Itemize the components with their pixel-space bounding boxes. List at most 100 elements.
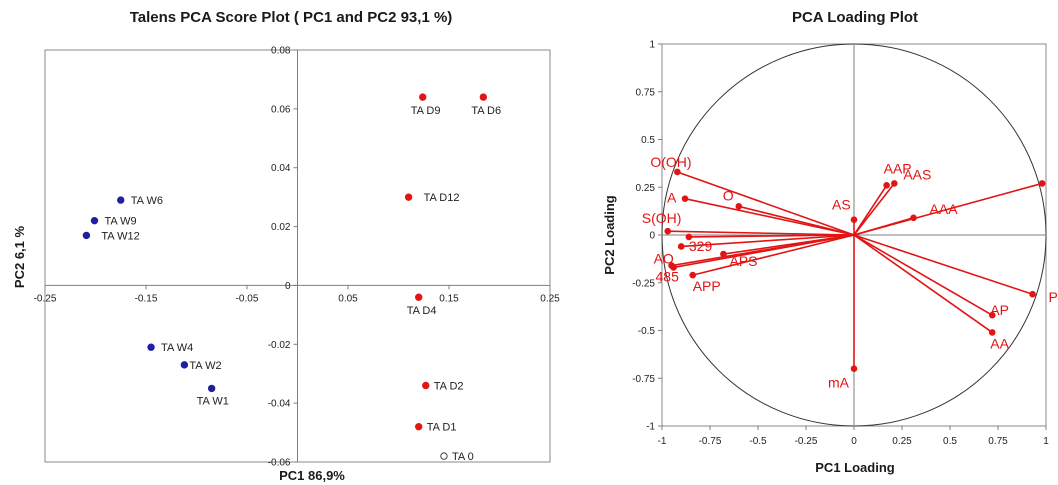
score-point (117, 196, 125, 204)
loading-vector (673, 234, 855, 269)
loading-vector (738, 205, 855, 236)
score-plot-title: Talens PCA Score Plot ( PC1 and PC2 93,1… (130, 9, 453, 26)
score-plot-y-tick-label: 0.08 (271, 46, 291, 57)
loading-point (735, 203, 743, 210)
score-point (479, 93, 488, 101)
score-plot-ticks: -0.25 -0.15 -0.05 0.05 0.15 0.25 -0.06 -0.04 -0.… (34, 46, 561, 469)
loading-plot-y-tick-label: 1 (649, 40, 655, 51)
loading-plot-x-tick-label: 0 (851, 436, 857, 447)
loading-point (891, 180, 898, 187)
loading-vector (692, 234, 855, 276)
score-point-label: TA W2 (189, 360, 221, 372)
score-plot-x-tick-label: 0.25 (540, 293, 560, 304)
score-plot-x-tick-label: -0.25 (34, 293, 57, 304)
score-plot-y-tick-label: -0.06 (268, 458, 291, 469)
loading-plot-y-tick-label: -0.5 (638, 326, 656, 337)
loading-point-label: O(OH) (650, 154, 691, 170)
score-point-label: TA D2 (434, 380, 464, 392)
score-point (422, 381, 430, 390)
score-plot-y-tick-label: 0.06 (271, 104, 291, 115)
score-plot: Talens PCA Score Plot ( PC1 and PC2 93,1… (12, 9, 560, 483)
score-point (404, 193, 413, 201)
loading-point-label: AAP (884, 160, 912, 176)
loading-plot-y-tick-label: -1 (646, 422, 655, 433)
loading-plot-y-tick-label: -0.25 (632, 278, 655, 289)
loading-point (681, 195, 689, 203)
loading-point-label: AS (832, 197, 851, 213)
loading-point-label: APS (729, 253, 757, 269)
score-plot-x-tick-label: -0.05 (236, 293, 259, 304)
loading-plot-y-tick-label: 0 (649, 231, 655, 242)
loading-point-label: AAA (930, 201, 959, 217)
score-point (419, 93, 427, 101)
score-point-label: TA D12 (424, 192, 460, 204)
loading-point-label: P (1049, 289, 1058, 305)
score-plot-x-axis-label: PC1 86,9% (279, 468, 345, 483)
loading-point (850, 365, 858, 373)
loading-point (850, 216, 858, 224)
loading-point (988, 311, 996, 319)
score-plot-x-tick-label: 0.15 (439, 293, 459, 304)
score-plot-y-tick-label: 0 (285, 281, 291, 292)
loading-point-label: mA (828, 375, 850, 391)
score-point (82, 231, 91, 240)
loading-plot-x-tick-label: 0.75 (988, 436, 1008, 447)
loading-point (664, 227, 672, 235)
loading-vector (677, 171, 855, 236)
score-plot-x-tick-label: 0.05 (338, 293, 358, 304)
loading-plot-y-tick-label: -0.75 (632, 374, 655, 385)
loading-point-label: O (723, 187, 734, 203)
loading-plot-x-tick-label: 1 (1043, 436, 1049, 447)
loading-plot-x-tick-label: -0.5 (749, 436, 767, 447)
score-point-label: TA D9 (411, 105, 441, 117)
loading-point (720, 250, 727, 258)
loading-plot-y-tick-label: 0.5 (641, 135, 655, 146)
loading-plot-x-tick-label: -0.25 (795, 436, 818, 447)
score-point (440, 452, 448, 460)
score-point-label: TA D4 (407, 305, 437, 317)
loading-vector (853, 234, 993, 334)
score-point-label: TA W12 (101, 230, 139, 242)
score-point-label: TA W1 (197, 395, 229, 407)
loading-vector (853, 182, 1043, 236)
score-plot-y-axis-label: PC2 6,1 % (12, 225, 27, 288)
loading-point (1038, 180, 1046, 187)
loading-vector (853, 234, 1033, 295)
score-point-label: TA W9 (104, 216, 136, 228)
loading-point (1029, 290, 1036, 298)
loading-plot-x-axis-label: PC1 Loading (815, 460, 895, 475)
score-point (147, 343, 155, 351)
loading-plot-y-axis-label: PC2 Loading (602, 195, 617, 275)
score-point (180, 361, 189, 369)
loading-point (677, 243, 685, 250)
score-plot-y-tick-label: 0.04 (271, 163, 291, 174)
loading-point-label: AA (990, 335, 1009, 351)
loading-point-label: AO (654, 251, 674, 267)
loading-plot-x-tick-label: 0.5 (943, 436, 957, 447)
loading-point-label: 485 (656, 268, 680, 284)
score-point-label: TA D6 (471, 105, 501, 117)
loading-point (674, 168, 681, 176)
loading-point-label: A (667, 190, 677, 206)
score-plot-points: TA D9 TA D6 TA D12 TA D4 TA D2 TA D1 TA 0 TA W6… (82, 93, 501, 463)
score-point-label: TA W6 (131, 195, 163, 207)
loading-plot-x-tick-label: -0.75 (699, 436, 722, 447)
loading-plot-y-tick-label: 0.25 (636, 183, 656, 194)
score-plot-y-tick-label: 0.02 (271, 222, 291, 233)
loading-vector (853, 234, 993, 316)
loading-plot-title: PCA Loading Plot (792, 9, 918, 26)
loading-point (883, 182, 890, 189)
loading-vector (684, 197, 855, 236)
loading-vector (681, 234, 855, 248)
score-point (415, 293, 423, 301)
score-plot-x-tick-label: -0.15 (135, 293, 158, 304)
loading-point (670, 264, 677, 271)
loading-point-label: APP (693, 278, 721, 294)
loading-plot-x-tick-label: 0.25 (892, 436, 912, 447)
score-point (207, 384, 216, 393)
loading-point-label: AAS (903, 166, 931, 182)
loading-vector (853, 182, 895, 236)
loading-plot: PCA Loading Plot -1 -0.75 -0.5 -0.25 0 0.25 0.… (602, 9, 1058, 475)
loading-point-label: S(OH) (642, 210, 682, 226)
